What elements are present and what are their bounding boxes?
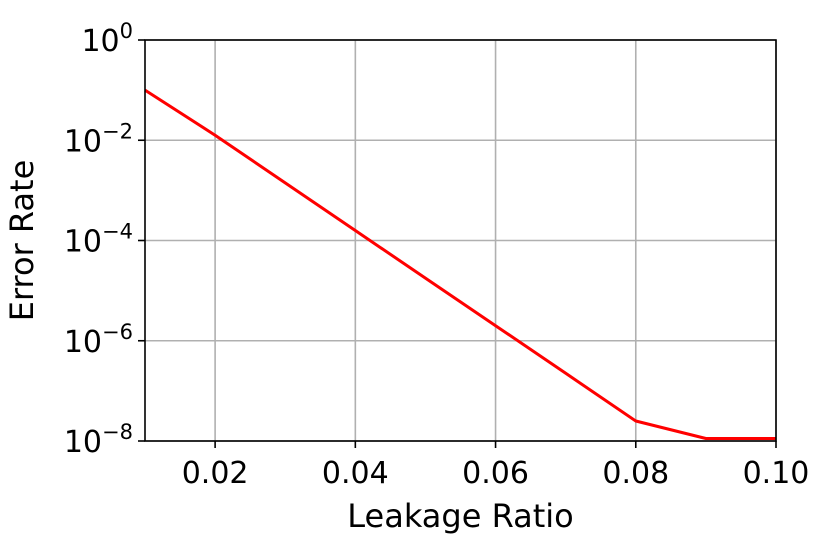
tick-marks bbox=[138, 39, 777, 448]
series-layer bbox=[144, 88, 776, 440]
x-axis-title: Leakage Ratio bbox=[347, 497, 573, 535]
y-axis-title: Error Rate bbox=[3, 160, 41, 322]
y-tick-labels: 10−8 10−6 10−4 10−2 100 bbox=[64, 19, 133, 460]
y-tick-label: 10−2 bbox=[64, 119, 133, 159]
y-tick-label: 10−8 bbox=[64, 420, 133, 460]
x-tick-label: 0.02 bbox=[182, 456, 249, 491]
x-tick-labels: 0.02 0.04 0.06 0.08 0.10 bbox=[182, 456, 810, 491]
series-line bbox=[144, 88, 776, 440]
x-tick-label: 0.04 bbox=[322, 456, 389, 491]
x-tick-label: 0.10 bbox=[743, 456, 810, 491]
y-tick-label: 10−4 bbox=[64, 220, 133, 260]
x-tick-label: 0.08 bbox=[602, 456, 669, 491]
grid-lines bbox=[145, 39, 777, 442]
x-tick-label: 0.06 bbox=[462, 456, 529, 491]
y-tick-label: 100 bbox=[81, 19, 133, 59]
y-tick-label: 10−6 bbox=[64, 320, 133, 360]
